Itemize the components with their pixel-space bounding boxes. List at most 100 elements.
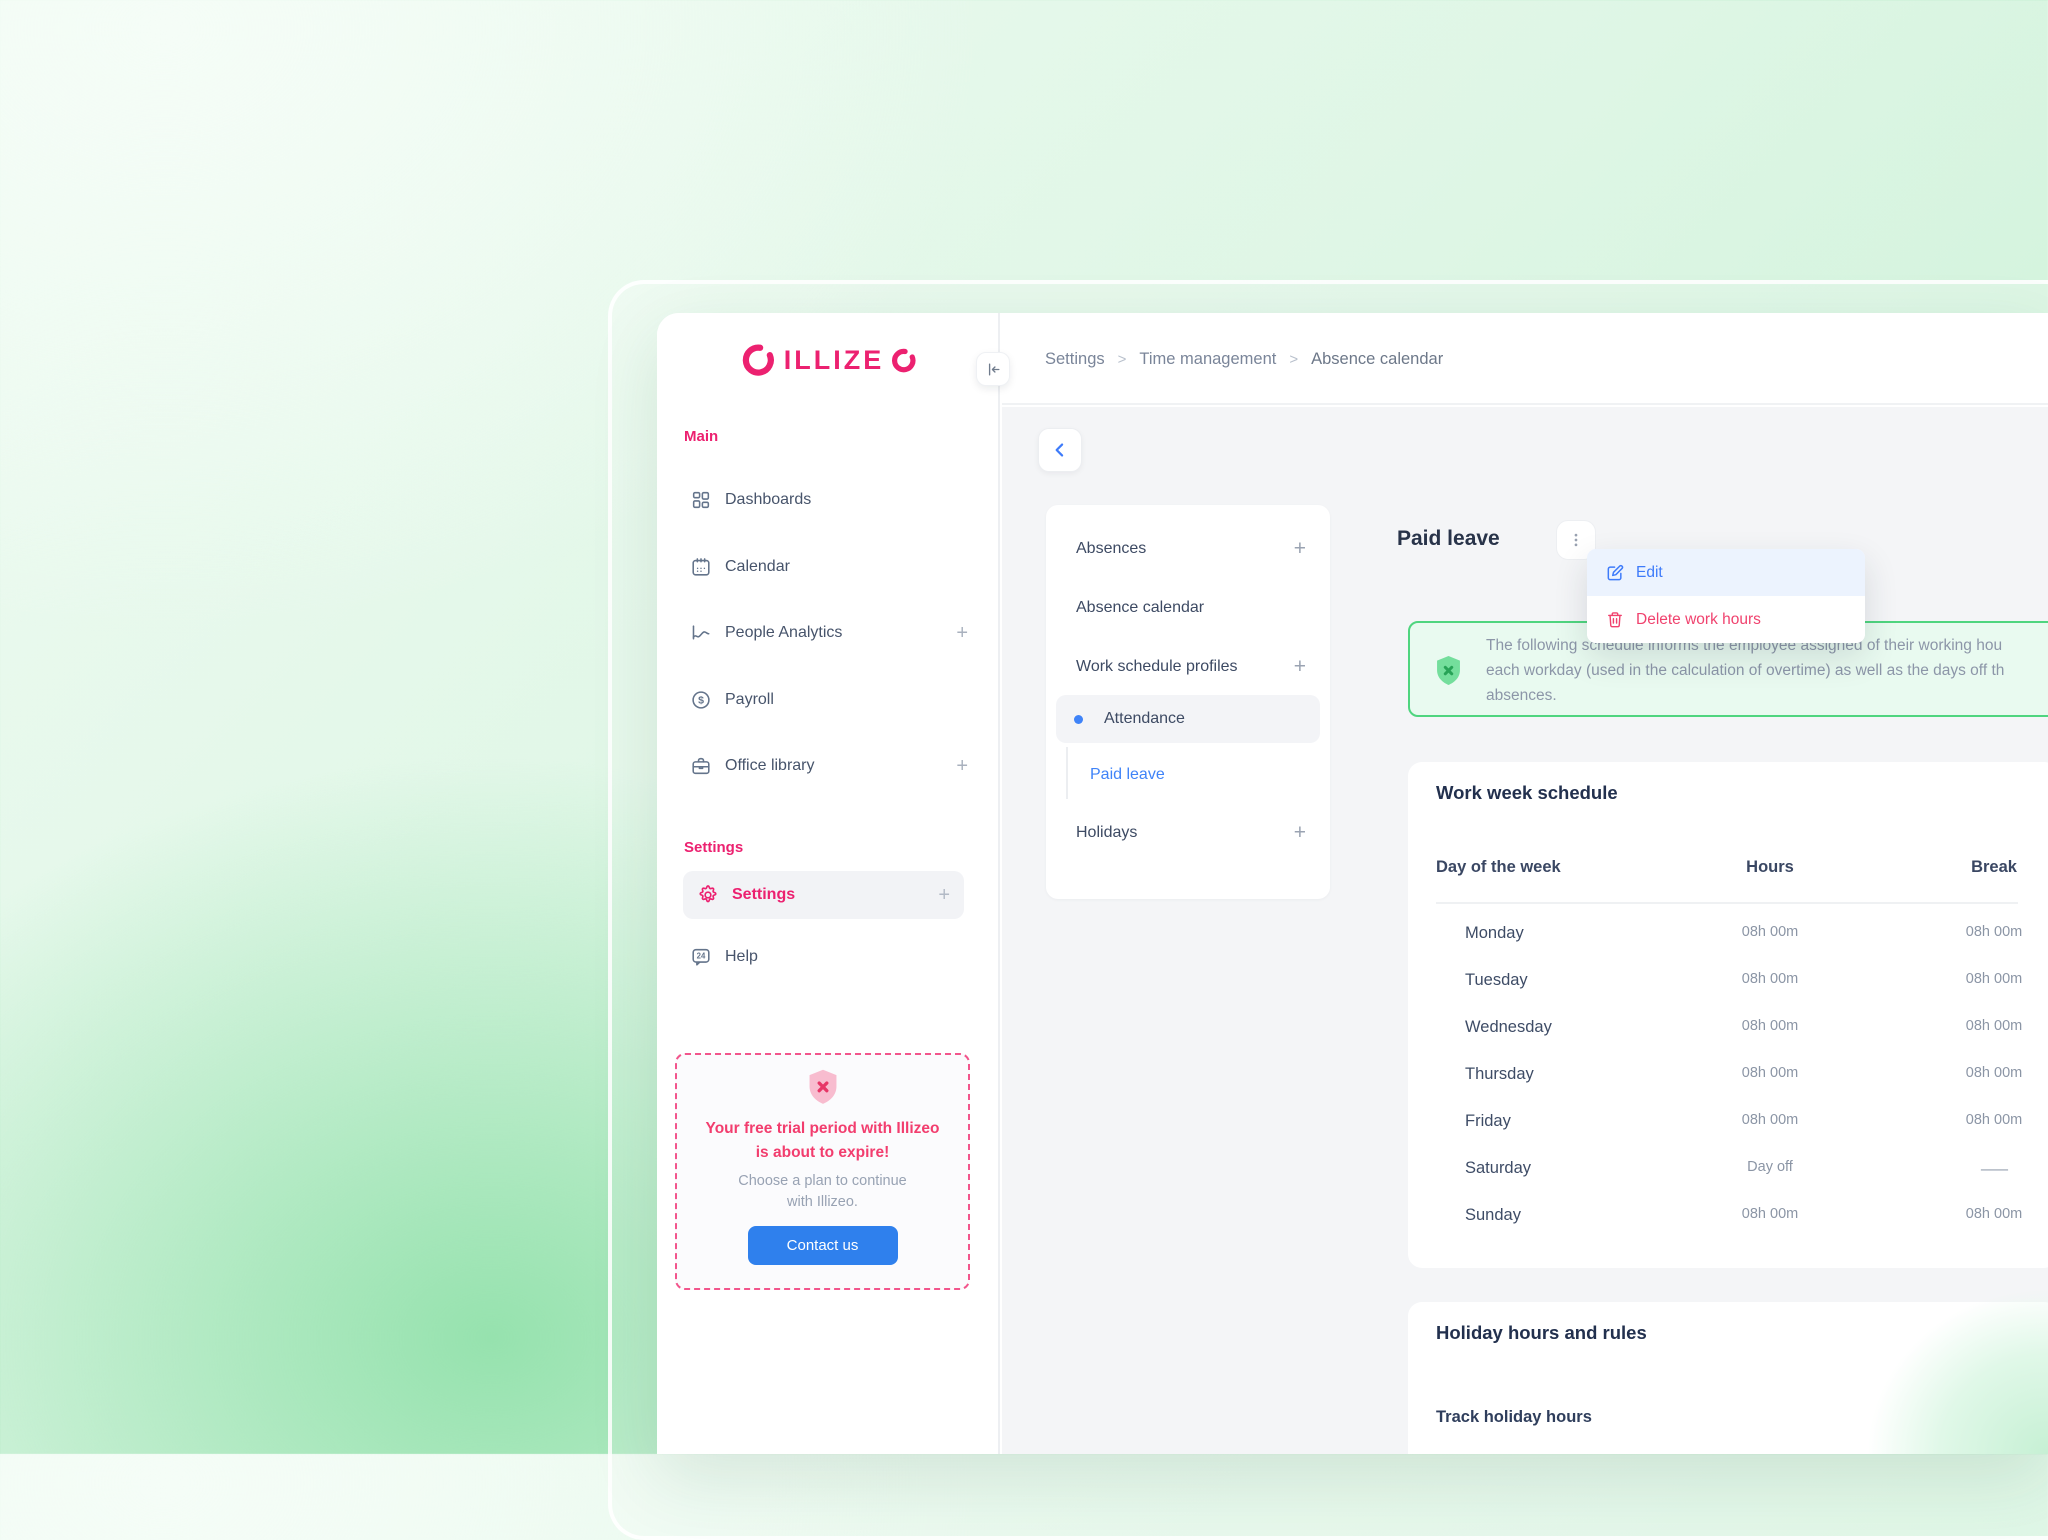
sidebar: ILLIZE Main Dashboards Calendar: [657, 313, 1010, 1454]
tree-guide-line: [1066, 747, 1068, 799]
help-24-icon: 24: [690, 946, 712, 968]
menu-item-edit[interactable]: Edit: [1587, 549, 1865, 596]
page-title: Paid leave: [1397, 527, 1500, 550]
brand-logo: ILLIZE: [657, 335, 1000, 385]
sidebar-item-label: Settings: [732, 886, 796, 903]
column-header-day: Day of the week: [1436, 858, 1561, 876]
shield-x-icon: [804, 1067, 842, 1109]
breadcrumb-settings[interactable]: Settings: [1045, 349, 1105, 368]
day-cell: Wednesday: [1465, 1018, 1552, 1036]
kebab-menu-icon: [1567, 531, 1585, 549]
plus-icon[interactable]: +: [938, 883, 950, 906]
day-cell: Saturday: [1465, 1159, 1532, 1177]
sidebar-item-label: Calendar: [725, 558, 790, 575]
dashboard-grid-icon: [690, 489, 712, 511]
contact-us-button[interactable]: Contact us: [747, 1226, 898, 1265]
trial-title: Your free trial period with Illizeo is a…: [705, 1120, 940, 1161]
tree-item-label: Absences: [1076, 540, 1147, 557]
app-window: ILLIZE Main Dashboards Calendar: [657, 313, 2048, 1454]
sidebar-item-payroll[interactable]: $ Payroll: [657, 685, 1000, 715]
tree-item-label: Work schedule profiles: [1076, 658, 1238, 675]
tree-item-label: Absence calendar: [1076, 599, 1205, 616]
tree-item-paid-leave[interactable]: Paid leave: [1046, 753, 1330, 797]
break-cell: 08h 00m: [1965, 971, 2023, 987]
hours-cell: 08h 00m: [1741, 971, 1799, 987]
table-row-saturday: Saturday Day off —: [1408, 1159, 2048, 1181]
tree-item-absence-calendar[interactable]: Absence calendar: [1046, 586, 1330, 630]
tree-item-label: Attendance: [1104, 710, 1185, 727]
chart-line-icon: [690, 622, 712, 644]
svg-text:24: 24: [697, 951, 706, 960]
work-week-schedule-card: Work week schedule Day of the week Hours…: [1408, 762, 2048, 1268]
briefcase-icon: [690, 755, 712, 777]
break-cell: 08h 00m: [1965, 924, 2023, 940]
gear-icon: [697, 884, 719, 906]
chevron-right-icon: >: [1289, 350, 1299, 368]
table-row-friday: Friday 08h 00m 08h 00m: [1408, 1112, 2048, 1134]
tree-item-label: Holidays: [1076, 824, 1138, 841]
hours-cell: 08h 00m: [1741, 1206, 1799, 1222]
active-dot-icon: [1074, 714, 1083, 724]
banner-text: The following schedule informs the emplo…: [1486, 637, 2005, 704]
plus-icon[interactable]: +: [1293, 655, 1306, 678]
trial-expiry-card: Your free trial period with Illizeo is a…: [675, 1053, 970, 1290]
sidebar-item-dashboards[interactable]: Dashboards: [657, 485, 1000, 515]
breadcrumb-time-management[interactable]: Time management: [1139, 349, 1277, 368]
shield-check-icon: [1432, 654, 1465, 689]
sidebar-item-office-library[interactable]: Office library +: [657, 751, 1000, 781]
hours-cell: 08h 00m: [1741, 1065, 1799, 1081]
tree-item-work-schedule-profiles[interactable]: Work schedule profiles +: [1046, 645, 1330, 689]
card-title: Work week schedule: [1436, 782, 1618, 803]
menu-item-label: Delete work hours: [1636, 610, 1761, 628]
breadcrumb-absence-calendar[interactable]: Absence calendar: [1311, 349, 1444, 368]
sidebar-item-help[interactable]: 24 Help: [657, 942, 1000, 972]
breadcrumb: Settings > Time management > Absence cal…: [1045, 313, 1443, 405]
context-menu: Edit Delete work hours: [1587, 549, 1865, 643]
topbar: Settings > Time management > Absence cal…: [1002, 313, 2048, 405]
hours-cell: 08h 00m: [1741, 1112, 1799, 1128]
plus-icon[interactable]: +: [1293, 537, 1306, 560]
track-holiday-hours-label: Track holiday hours: [1436, 1408, 1592, 1426]
mouse-cursor: [1504, 348, 1515, 361]
table-row-wednesday: Wednesday 08h 00m 08h 00m: [1408, 1018, 2048, 1040]
hours-cell: 08h 00m: [1741, 1018, 1799, 1034]
break-cell: 08h 00m: [1965, 1065, 2023, 1081]
sidebar-item-people-analytics[interactable]: People Analytics +: [657, 618, 1000, 648]
day-cell: Sunday: [1465, 1206, 1521, 1224]
chevron-left-icon: [1050, 440, 1070, 460]
sidebar-section-settings: Settings: [684, 839, 744, 856]
tree-item-absences[interactable]: Absences +: [1046, 527, 1330, 571]
plus-icon[interactable]: +: [956, 621, 968, 644]
edit-pencil-icon: [1605, 563, 1625, 583]
day-cell: Tuesday: [1465, 971, 1528, 989]
calendar-icon: [690, 556, 712, 578]
sidebar-item-label: Dashboards: [725, 491, 812, 508]
trial-subtitle: Choose a plan to continue with Illizeo.: [738, 1173, 907, 1210]
trash-icon: [1605, 610, 1625, 630]
day-cell: Friday: [1465, 1112, 1511, 1130]
collapse-sidebar-button[interactable]: [976, 352, 1010, 386]
menu-item-label: Edit: [1636, 563, 1663, 581]
tree-item-holidays[interactable]: Holidays +: [1046, 811, 1330, 855]
tree-item-label: Paid leave: [1090, 766, 1165, 783]
sidebar-item-settings[interactable]: Settings +: [683, 871, 964, 919]
menu-item-delete-work-hours[interactable]: Delete work hours: [1587, 596, 1865, 643]
column-header-break: Break: [1971, 858, 2017, 876]
table-divider: [1436, 902, 2018, 904]
brand-mark-icon: [741, 343, 775, 377]
plus-icon[interactable]: +: [956, 754, 968, 777]
back-button[interactable]: [1038, 428, 1082, 472]
column-header-hours: Hours: [1746, 858, 1794, 876]
brand-logo-text: ILLIZE: [783, 344, 885, 375]
table-row-sunday: Sunday 08h 00m 08h 00m: [1408, 1206, 2048, 1228]
plus-icon[interactable]: +: [1293, 821, 1306, 844]
break-cell: 08h 00m: [1965, 1206, 2023, 1222]
sidebar-item-label: People Analytics: [725, 624, 843, 641]
day-cell: Monday: [1465, 924, 1524, 942]
collapse-icon: [985, 361, 1002, 378]
hours-cell: 08h 00m: [1741, 924, 1799, 940]
tree-item-attendance[interactable]: Attendance: [1056, 695, 1320, 743]
day-cell: Thursday: [1465, 1065, 1534, 1083]
break-cell: 08h 00m: [1965, 1112, 2023, 1128]
sidebar-item-calendar[interactable]: Calendar: [657, 552, 1000, 582]
